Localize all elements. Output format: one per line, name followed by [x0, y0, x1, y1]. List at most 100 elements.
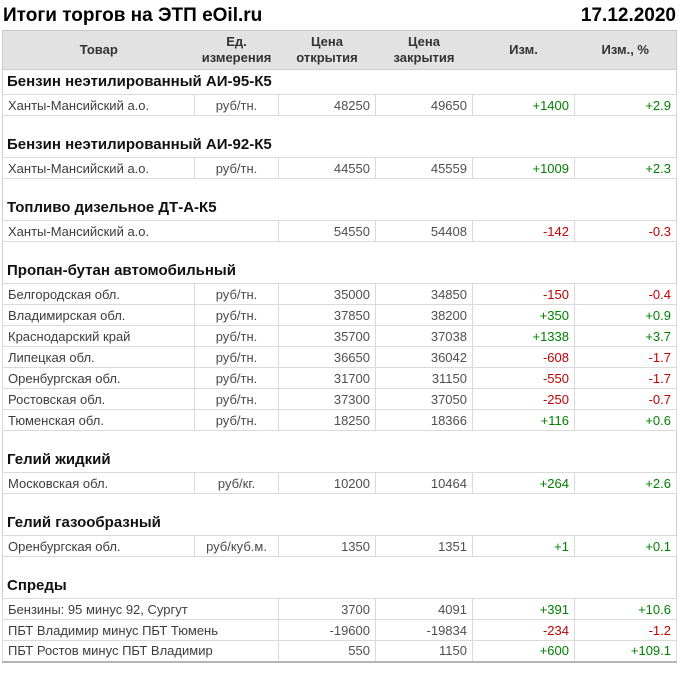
column-header-unit: Ед. измерения: [194, 30, 279, 70]
close-price-cell: 18366: [375, 409, 473, 431]
product-cell: ПБТ Владимир минус ПБТ Тюмень: [2, 619, 279, 641]
product-cell: Московская обл.: [2, 472, 195, 494]
table-row: Краснодарский край руб/тн. 35700 37038 +1338…: [2, 325, 677, 347]
change-pct-cell: +10.6: [574, 598, 677, 620]
section-title: Гелий газообразный: [7, 514, 161, 531]
section-title-row: Бензин неэтилированный АИ-95-К5: [3, 70, 677, 95]
open-price-cell: 35000: [278, 283, 376, 305]
change-cell: +1400: [472, 94, 575, 116]
close-price-cell: -19834: [375, 619, 473, 641]
report-date: 17.12.2020: [580, 5, 676, 26]
product-cell: Тюменская обл.: [2, 409, 195, 431]
unit-cell: руб/тн.: [194, 388, 279, 410]
page-title: Итоги торгов на ЭТП eOil.ru: [3, 5, 263, 26]
open-price-cell: 37850: [278, 304, 376, 326]
close-price-cell: 1351: [375, 535, 473, 557]
section-title-row: Топливо дизельное ДТ-А-К5: [3, 179, 677, 221]
column-header-change-pct: Изм., %: [574, 30, 677, 70]
change-pct-cell: +0.1: [574, 535, 677, 557]
product-cell: Краснодарский край: [2, 325, 195, 347]
product-cell: Владимирская обл.: [2, 304, 195, 326]
change-cell: +116: [472, 409, 575, 431]
close-price-cell: 45559: [375, 157, 473, 179]
column-header-close-price: Цена закрытия: [375, 30, 473, 70]
section-title: Бензин неэтилированный АИ-92-К5: [7, 136, 272, 153]
change-cell: -250: [472, 388, 575, 410]
unit-cell: руб/тн.: [194, 367, 279, 389]
change-cell: +600: [472, 640, 575, 662]
table-row: Ханты-Мансийский а.о. руб/тн. 44550 45559 +1…: [2, 157, 677, 179]
change-cell: -142: [472, 220, 575, 242]
section-title-row: Гелий жидкий: [3, 431, 677, 473]
open-price-cell: 31700: [278, 367, 376, 389]
change-cell: +264: [472, 472, 575, 494]
open-price-cell: -19600: [278, 619, 376, 641]
product-cell: Белгородская обл.: [2, 283, 195, 305]
table-row: Оренбургская обл. руб/куб.м. 1350 1351 +1 +0.…: [2, 535, 677, 557]
column-header-product: Товар: [2, 30, 195, 70]
column-header-open-price: Цена открытия: [278, 30, 376, 70]
unit-cell: руб/тн.: [194, 304, 279, 326]
change-pct-cell: +0.9: [574, 304, 677, 326]
table-row: Липецкая обл. руб/тн. 36650 36042 -608 -1.7: [2, 346, 677, 368]
table-row: Московская обл. руб/кг. 10200 10464 +264 +2.6: [2, 472, 677, 494]
product-cell: Ханты-Мансийский а.о.: [2, 94, 195, 116]
section-title-row: Гелий газообразный: [3, 494, 677, 536]
open-price-cell: 10200: [278, 472, 376, 494]
close-price-cell: 10464: [375, 472, 473, 494]
product-cell: Ханты-Мансийский а.о.: [2, 157, 195, 179]
unit-cell: руб/тн.: [194, 325, 279, 347]
unit-cell: руб/кг.: [194, 472, 279, 494]
product-cell: Ростовская обл.: [2, 388, 195, 410]
section-title-row: Пропан-бутан автомобильный: [3, 242, 677, 284]
trading-results-table: Товар Ед. измерения Цена открытия Цена з…: [2, 30, 677, 663]
section-title: Пропан-бутан автомобильный: [7, 262, 236, 279]
close-price-cell: 36042: [375, 346, 473, 368]
section-title: Гелий жидкий: [7, 451, 111, 468]
change-pct-cell: -0.7: [574, 388, 677, 410]
product-cell: Оренбургская обл.: [2, 367, 195, 389]
change-pct-cell: -1.7: [574, 346, 677, 368]
open-price-cell: 18250: [278, 409, 376, 431]
open-price-cell: 37300: [278, 388, 376, 410]
close-price-cell: 1150: [375, 640, 473, 662]
open-price-cell: 36650: [278, 346, 376, 368]
results-table-body: Бензин неэтилированный АИ-95-К5 Ханты-Ман…: [2, 70, 677, 662]
unit-cell: руб/тн.: [194, 94, 279, 116]
unit-cell: руб/куб.м.: [194, 535, 279, 557]
open-price-cell: 3700: [278, 598, 376, 620]
close-price-cell: 31150: [375, 367, 473, 389]
report-header: Итоги торгов на ЭТП eOil.ru 17.12.2020: [0, 0, 680, 30]
table-header-row: Товар Ед. измерения Цена открытия Цена з…: [2, 30, 677, 70]
table-row: Ханты-Мансийский а.о. 54550 54408 -142 -0.3: [2, 220, 677, 242]
unit-cell: руб/тн.: [194, 157, 279, 179]
product-cell: Ханты-Мансийский а.о.: [2, 220, 279, 242]
change-pct-cell: -0.3: [574, 220, 677, 242]
close-price-cell: 37038: [375, 325, 473, 347]
table-row: ПБТ Владимир минус ПБТ Тюмень -19600 -1983…: [2, 619, 677, 641]
product-cell: Липецкая обл.: [2, 346, 195, 368]
change-cell: -608: [472, 346, 575, 368]
column-header-change: Изм.: [472, 30, 575, 70]
close-price-cell: 37050: [375, 388, 473, 410]
table-row: Бензины: 95 минус 92, Сургут 3700 4091 +391…: [2, 598, 677, 620]
section-title-row: Спреды: [3, 557, 677, 599]
change-cell: -234: [472, 619, 575, 641]
change-pct-cell: +2.3: [574, 157, 677, 179]
section-title-row: Бензин неэтилированный АИ-92-К5: [3, 116, 677, 158]
table-row: Ростовская обл. руб/тн. 37300 37050 -250 -0.7: [2, 388, 677, 410]
change-pct-cell: +109.1: [574, 640, 677, 662]
close-price-cell: 54408: [375, 220, 473, 242]
change-cell: -550: [472, 367, 575, 389]
close-price-cell: 38200: [375, 304, 473, 326]
table-row: Ханты-Мансийский а.о. руб/тн. 48250 49650 +1…: [2, 94, 677, 116]
change-pct-cell: +0.6: [574, 409, 677, 431]
table-header: Товар Ед. измерения Цена открытия Цена з…: [2, 30, 677, 70]
change-cell: +1: [472, 535, 575, 557]
change-pct-cell: +2.6: [574, 472, 677, 494]
change-pct-cell: -1.7: [574, 367, 677, 389]
product-cell: Оренбургская обл.: [2, 535, 195, 557]
change-cell: -150: [472, 283, 575, 305]
table-row: Тюменская обл. руб/тн. 18250 18366 +116 +0.6: [2, 409, 677, 431]
unit-cell: руб/тн.: [194, 409, 279, 431]
